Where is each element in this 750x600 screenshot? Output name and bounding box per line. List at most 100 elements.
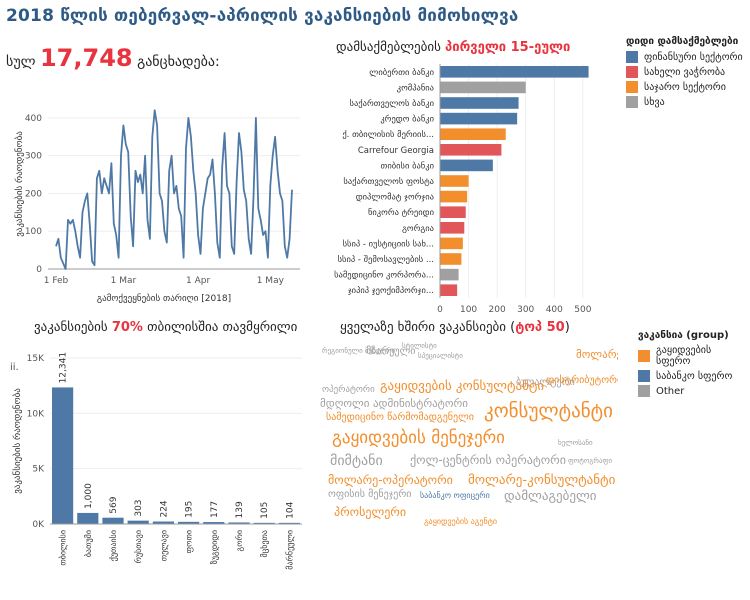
employers-legend-swatch	[626, 96, 638, 108]
line-x-tick: 1 Feb	[44, 276, 69, 286]
cloud-word: მიმტანი	[330, 453, 383, 469]
cloud-legend-title: ვაკანსია (group)	[638, 330, 729, 341]
total-suffix: განცხადება:	[137, 54, 220, 70]
emp-bar	[440, 128, 506, 140]
cloud-title: ყველაზე ხშირი ვაკანსიები (ტოპ 50)	[340, 320, 570, 335]
cloud-title-prefix: ყველაზე ხშირი ვაკანსიები (	[340, 320, 516, 335]
cloud-legend-label: Other	[656, 385, 685, 397]
tbilisi-title-suffix: თბილისშია თავმყრილი	[147, 320, 298, 335]
city-y-tick: 10K	[27, 409, 45, 419]
cloud-word: ოპერატორი	[322, 385, 375, 395]
employers-title: დამსაქმებლების პირველი 15-ეული	[336, 40, 570, 55]
employers-legend-item[interactable]: საჯარო სექტორი	[626, 81, 746, 93]
emp-category-label: სსიპ - შემოსავლების ...	[338, 254, 434, 265]
employers-legend-label: სახელი ვაჭრობა	[644, 66, 726, 78]
menu-icon[interactable]: ii.	[10, 362, 19, 373]
emp-category-label: თიბისი ბანკი	[381, 160, 434, 171]
city-data-label: 177	[210, 501, 220, 518]
city-category-label: მარნეული	[284, 530, 294, 570]
emp-bar	[440, 206, 466, 218]
city-category-label: ფოთი	[185, 530, 194, 553]
cloud-word: პროსელერი	[334, 505, 407, 519]
tbilisi-title: ვაკანსიების 70% თბილისშია თავმყრილი	[34, 320, 297, 335]
cloud-legend-swatch	[638, 350, 650, 362]
cloud-word: დისტრიბუტორი	[546, 375, 618, 386]
cloud-legend-item[interactable]: Other	[638, 385, 748, 397]
cloud-word: მოლარე	[576, 348, 618, 361]
cloud-word: ქოლ-ცენტრის ოპერატორი	[410, 453, 566, 467]
city-data-label: 224	[159, 500, 169, 517]
city-data-label: 1,000	[84, 483, 94, 509]
employers-legend-item[interactable]: სხვა	[626, 96, 746, 108]
cloud-word: გაყიდვების კონსულტანტი	[380, 379, 545, 394]
cloud-word: ხელოსანი	[558, 439, 593, 447]
city-category-label: ბათუმი	[83, 530, 93, 557]
city-y-tick: 5K	[32, 465, 45, 475]
cloud-word: რეგიონული მენეჯერი	[322, 347, 396, 355]
employers-legend-title: დიდი დამსაქმებლები	[626, 36, 739, 47]
city-bar	[278, 522, 300, 524]
emp-bar	[440, 175, 469, 187]
emp-category-label: ჯიპიპ ჯეოქიმპორჯი...	[348, 285, 434, 296]
page-title: 2018 წლის თებერვალ-აპრილის ვაკანსიების მ…	[6, 6, 519, 26]
line-y-tick: 400	[25, 114, 42, 124]
line-y-tick: 200	[25, 189, 42, 199]
cloud-legend-swatch	[638, 385, 650, 397]
city-category-label: თელავი	[159, 530, 168, 561]
city-data-label: 12,341	[59, 352, 69, 384]
emp-bar	[440, 253, 462, 265]
city-category-label: გორი	[234, 530, 244, 551]
cloud-word: ფოტოგრაფი	[568, 457, 612, 465]
emp-bar	[440, 190, 468, 203]
cloud-legend-item[interactable]: საბანკო სფერო	[638, 370, 748, 382]
city-data-label: 104	[285, 501, 295, 518]
cloud-word: მდღოლი ადმინისტრატორი	[320, 397, 468, 410]
cloud-title-highlight: ტოპ 50	[515, 320, 565, 335]
city-data-label: 569	[109, 496, 119, 513]
emp-bar	[440, 81, 526, 94]
emp-bar	[440, 112, 518, 125]
cloud-word: კონსულტანტი	[484, 400, 613, 422]
cloud-word: მოლარე-კონსულტანტი	[468, 473, 616, 488]
emp-bar	[440, 159, 493, 172]
city-bar	[203, 522, 225, 524]
line-x-tick: 1 Mar	[111, 276, 137, 286]
employers-legend-item[interactable]: ფინანსური სექტორი	[626, 51, 746, 63]
emp-bar	[440, 66, 589, 78]
emp-category-label: სსიპ - იუსტიციის სახ...	[343, 238, 434, 249]
employers-legend-item[interactable]: სახელი ვაჭრობა	[626, 66, 746, 78]
emp-category-label: საქართველოს ბანკი	[350, 98, 434, 109]
cloud-legend-item[interactable]: გაყიდვების სფერო	[638, 345, 748, 367]
emp-category-label: ქ. თბილისის მერიის...	[342, 129, 434, 140]
city-y-tick: 0K	[32, 520, 45, 530]
city-bar	[77, 512, 99, 524]
city-y-tick: 15K	[27, 354, 45, 364]
employers-legend-swatch	[626, 81, 638, 93]
emp-x-tick: 400	[546, 305, 563, 315]
employers-legend-swatch	[626, 51, 638, 63]
city-category-label: რუსთავი	[133, 530, 143, 563]
emp-x-tick: 300	[517, 305, 534, 315]
city-data-label: 303	[134, 499, 144, 516]
emp-bar	[440, 97, 519, 109]
word-cloud: რეგიონული მენეჯერი მზარეული სტილისტი სპეცია…	[318, 342, 618, 582]
cloud-word: მოლარე-ოპერატორი	[328, 473, 453, 487]
emp-x-tick: 200	[489, 305, 506, 315]
emp-category-label: კომპანია	[397, 82, 434, 93]
city-bar	[178, 521, 200, 524]
line-y-tick: 300	[25, 152, 42, 162]
cloud-word: ბუღალტერი	[516, 377, 575, 388]
emp-bar	[440, 237, 463, 250]
city-category-label: თბილისი	[58, 530, 68, 566]
city-category-label: ზუგდიდი	[209, 530, 219, 564]
city-bar	[253, 522, 275, 524]
cloud-word: გაყიდვების მენეჯერი	[332, 428, 505, 448]
employers-legend-label: საჯარო სექტორი	[644, 81, 726, 93]
city-bar	[52, 387, 74, 524]
cloud-word: სპეციალისტი	[418, 352, 463, 360]
emp-category-label: საქართველოს ფოსტა	[343, 176, 434, 187]
total-count: სულ 17,748 განცხადება:	[6, 44, 220, 72]
employers-legend-label: სხვა	[644, 96, 665, 108]
employers-legend-swatch	[626, 66, 638, 78]
total-value: 17,748	[39, 44, 133, 72]
